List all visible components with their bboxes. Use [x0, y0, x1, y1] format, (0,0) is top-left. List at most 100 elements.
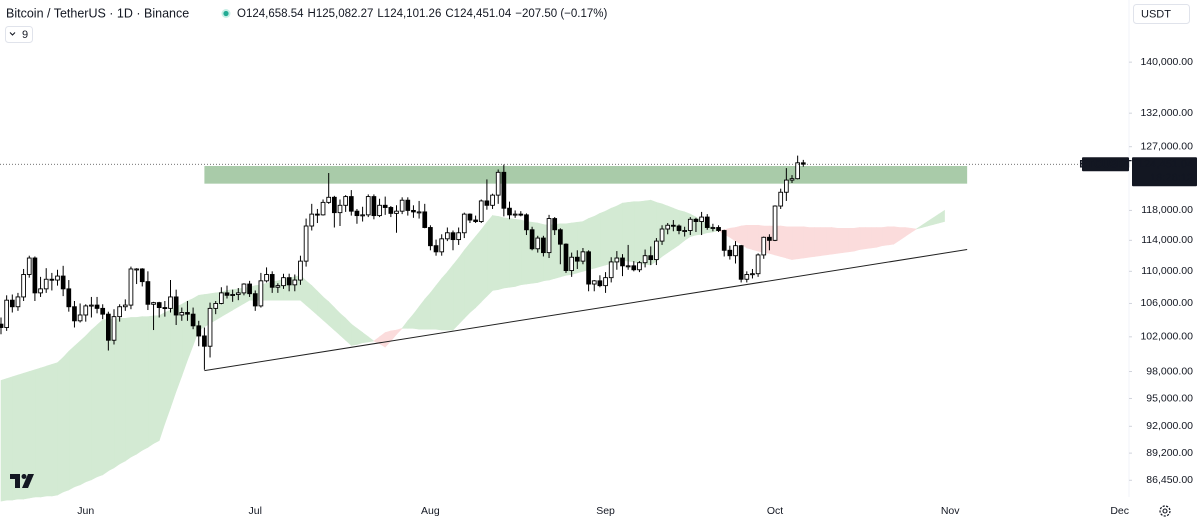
candle-body — [111, 316, 117, 341]
cloud-segment — [153, 315, 160, 444]
candle-body — [292, 279, 298, 286]
y-tick-label: 110,000.00 — [1141, 265, 1193, 277]
candle-body — [755, 254, 761, 275]
cloud-segment — [633, 201, 640, 264]
candle-body — [721, 230, 727, 251]
candle-body — [49, 278, 55, 281]
candle-body — [66, 288, 72, 308]
cloud-segment — [125, 317, 132, 462]
cloud-segment — [45, 364, 53, 497]
cloud-segment — [57, 356, 64, 496]
candle-body — [529, 229, 535, 250]
candle-body — [365, 196, 371, 216]
candle-body — [608, 261, 614, 279]
candle-body — [241, 283, 247, 294]
candle-body — [218, 292, 224, 304]
ohlc-value: 124,451.04 — [454, 8, 512, 20]
chart-title: Bitcoin / TetherUS · 1D · Binance — [6, 6, 189, 20]
cloud-segment — [396, 327, 404, 336]
cloud-segment — [870, 227, 878, 249]
indicator-toggle[interactable] — [5, 26, 33, 43]
logo-part — [21, 474, 27, 479]
candle-body — [704, 216, 710, 228]
cloud-segment — [141, 316, 149, 451]
cloud-segment — [367, 336, 375, 343]
candle-body — [778, 191, 784, 207]
x-tick-label: Nov — [941, 505, 960, 517]
cloud-segment — [492, 215, 499, 291]
candle-body — [563, 243, 569, 271]
candle-body — [671, 224, 676, 227]
status-dot — [223, 10, 229, 17]
candle-body — [309, 213, 315, 227]
candle-body — [394, 210, 399, 214]
candle-body — [484, 200, 490, 206]
symbol-label: BTCUSDT — [1079, 159, 1132, 171]
candle-body — [105, 313, 111, 341]
candle-body — [761, 236, 767, 256]
candle-body — [642, 255, 648, 264]
price-label: 124,451.04 — [1138, 159, 1193, 171]
x-tick-label: Sep — [596, 505, 615, 517]
cloud-segment — [910, 227, 918, 234]
cloud-segment — [752, 224, 759, 252]
candle-body — [151, 302, 156, 305]
candle-body — [411, 209, 416, 213]
cloud-segment — [164, 309, 171, 424]
cloud-segment — [514, 218, 522, 287]
candle-body — [574, 256, 580, 262]
cloud-segment — [853, 227, 861, 252]
cloud-segment — [825, 227, 832, 256]
cloud-segment — [40, 365, 47, 498]
cloud-segment — [814, 227, 821, 257]
x-tick-label: Jun — [77, 505, 94, 517]
y-tick-label: 86,450.00 — [1146, 474, 1193, 486]
cloud-segment — [51, 362, 58, 497]
candle-body — [789, 178, 795, 181]
cloud-segment — [740, 224, 748, 249]
candle-body — [422, 211, 428, 228]
candle-body — [614, 257, 620, 263]
candle-body — [750, 273, 755, 276]
cloud-segment — [786, 226, 793, 260]
candle-body — [693, 218, 699, 222]
candle-body — [371, 196, 377, 217]
x-tick-label: Aug — [421, 505, 440, 517]
candle-body — [428, 227, 433, 247]
cloud-segment — [170, 306, 177, 408]
candle-body — [772, 205, 778, 241]
candle-body — [348, 196, 354, 212]
candle-body — [303, 225, 309, 262]
currency-button[interactable] — [1133, 4, 1190, 24]
cloud-segment — [859, 227, 866, 250]
candle-body — [252, 293, 258, 307]
candle-body — [43, 278, 49, 290]
candle-body — [665, 224, 671, 230]
candle-body — [445, 232, 450, 240]
gear-outline — [1159, 505, 1171, 517]
resistance-zone — [204, 166, 968, 184]
y-tick-label: 95,000.00 — [1146, 392, 1193, 404]
candle-body — [94, 304, 100, 309]
currency-label: USDT — [1141, 8, 1171, 20]
candle-body — [586, 251, 591, 285]
candle-body — [269, 274, 275, 288]
settings-icon[interactable] — [1159, 505, 1171, 517]
candle-body — [478, 200, 484, 222]
cloud-segment — [463, 242, 471, 320]
candle-body — [495, 171, 501, 196]
candle-body — [202, 335, 207, 347]
change: −207.50 (−0.17%) — [515, 8, 607, 20]
candle-body — [541, 237, 546, 254]
cloud-segment — [158, 311, 166, 441]
y-tick-label: 92,000.00 — [1146, 420, 1193, 432]
cloud-segment — [68, 345, 75, 491]
cloud-segment — [119, 318, 126, 465]
candle-body — [648, 255, 654, 261]
candle-body — [9, 299, 15, 308]
ohlc-value: 124,658.54 — [246, 8, 304, 20]
cloud-segment — [735, 225, 742, 245]
cloud-segment — [79, 335, 87, 486]
candle-body — [501, 171, 507, 209]
candle-body — [145, 281, 151, 305]
